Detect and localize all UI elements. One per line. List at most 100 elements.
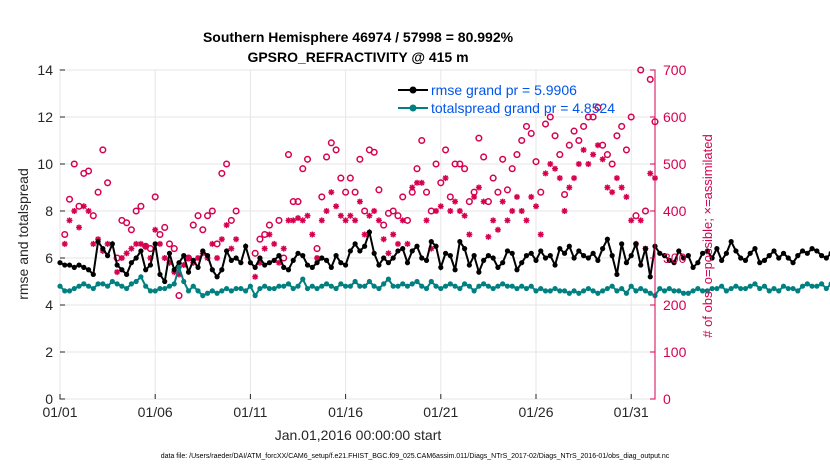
totalspread-point (585, 285, 591, 292)
rmse-point (666, 257, 672, 263)
totalspread-point (776, 288, 782, 294)
possible-obs-point (275, 216, 283, 224)
totalspread-point (257, 285, 263, 292)
rmse-point (481, 257, 487, 263)
y-axis-right-label: # of obs: o=possible; ×=assimilated (700, 134, 715, 337)
rmse-point (333, 253, 339, 259)
y-right-tick-label: 200 (663, 297, 687, 313)
possible-obs-point (389, 207, 397, 215)
assimilated-obs-point (375, 217, 382, 224)
assimilated-obs-point (518, 208, 525, 214)
totalspread-point (509, 283, 515, 289)
assimilated-obs-point (104, 240, 111, 247)
y-left-tick-label: 10 (37, 156, 53, 172)
x-tick-label: 01/16 (328, 404, 363, 420)
possible-obs-point (294, 198, 302, 206)
rmse-point (204, 253, 211, 259)
rmse-point (266, 260, 273, 266)
rmse-point (343, 262, 349, 268)
rmse-point (671, 260, 677, 266)
rmse-point (147, 262, 154, 268)
rmse-point (304, 262, 311, 268)
possible-obs-point (622, 146, 630, 154)
assimilated-obs-point (304, 212, 311, 219)
assimilated-obs-point (147, 255, 154, 261)
totalspread-point (566, 290, 572, 296)
rmse-point (90, 271, 96, 278)
totalspread-point (338, 281, 344, 287)
rmse-point (571, 255, 577, 261)
totalspread-point (542, 288, 549, 294)
assimilated-obs-point (590, 151, 597, 158)
assimilated-obs-point (385, 250, 392, 257)
y-left-tick-label: 0 (45, 391, 53, 407)
rmse-point (576, 248, 582, 254)
possible-obs-point (451, 160, 459, 168)
possible-obs-point (289, 198, 297, 206)
totalspread-point (552, 285, 558, 292)
possible-obs-point (513, 151, 521, 159)
rmse-point (766, 253, 772, 259)
assimilated-obs-point (256, 259, 263, 266)
rmse-point (57, 260, 63, 266)
possible-obs-point (399, 193, 407, 201)
totalspread-point (504, 283, 511, 289)
rmse-point (785, 255, 791, 261)
totalspread-point (714, 285, 720, 292)
rmse-point (542, 255, 549, 261)
possible-obs-point (503, 186, 511, 194)
possible-obs-point (204, 212, 212, 220)
y-left-tick-label: 6 (45, 250, 53, 266)
assimilated-obs-point (494, 226, 501, 233)
possible-obs-point (541, 120, 550, 128)
assimilated-obs-point (137, 240, 144, 247)
rmse-point (799, 248, 806, 254)
x-tick-label: 01/21 (423, 404, 458, 420)
totalspread-point (623, 290, 630, 296)
y-right-tick-label: 600 (663, 109, 687, 125)
totalspread-point (742, 285, 749, 292)
totalspread-point (519, 283, 525, 289)
totalspread-point (757, 285, 763, 292)
rmse-series (57, 228, 830, 285)
totalspread-point (309, 283, 315, 289)
assimilated-obs-point (228, 245, 235, 252)
possible-obs-point (537, 188, 545, 196)
rmse-point (185, 269, 192, 275)
possible-markers (61, 66, 659, 300)
rmse-point (228, 257, 234, 263)
rmse-point (414, 243, 420, 249)
rmse-point (438, 264, 444, 270)
y-right-tick-label: 500 (663, 156, 687, 172)
assimilated-obs-point (466, 231, 473, 238)
possible-obs-point (446, 193, 454, 201)
assimilated-obs-point (490, 217, 497, 224)
possible-obs-point (327, 139, 335, 147)
assimilated-obs-point (647, 170, 654, 177)
assimilated-obs-point (71, 208, 78, 214)
assimilated-obs-point (428, 245, 435, 252)
possible-obs-point (299, 165, 307, 173)
rmse-point (166, 250, 173, 256)
possible-obs-point (637, 66, 645, 74)
rmse-point (452, 267, 458, 273)
possible-obs-point (565, 141, 573, 149)
totalspread-point (442, 283, 449, 289)
totalspread-point (704, 288, 710, 294)
totalspread-point (314, 285, 320, 292)
totalspread-point (185, 288, 192, 294)
y-right-tick-label: 700 (663, 62, 687, 78)
totalspread-point (452, 283, 458, 289)
possible-obs-point (618, 122, 626, 130)
totalspread-point (95, 281, 101, 287)
rmse-point (323, 257, 330, 263)
rmse-point (547, 253, 553, 259)
rmse-point (404, 260, 411, 266)
totalspread-point (376, 285, 382, 292)
totalspread-point (666, 285, 672, 292)
possible-obs-point (418, 136, 426, 145)
totalspread-point (333, 285, 339, 292)
assimilated-obs-point (433, 208, 440, 214)
possible-obs-point (223, 160, 231, 168)
totalspread-point (581, 288, 587, 294)
